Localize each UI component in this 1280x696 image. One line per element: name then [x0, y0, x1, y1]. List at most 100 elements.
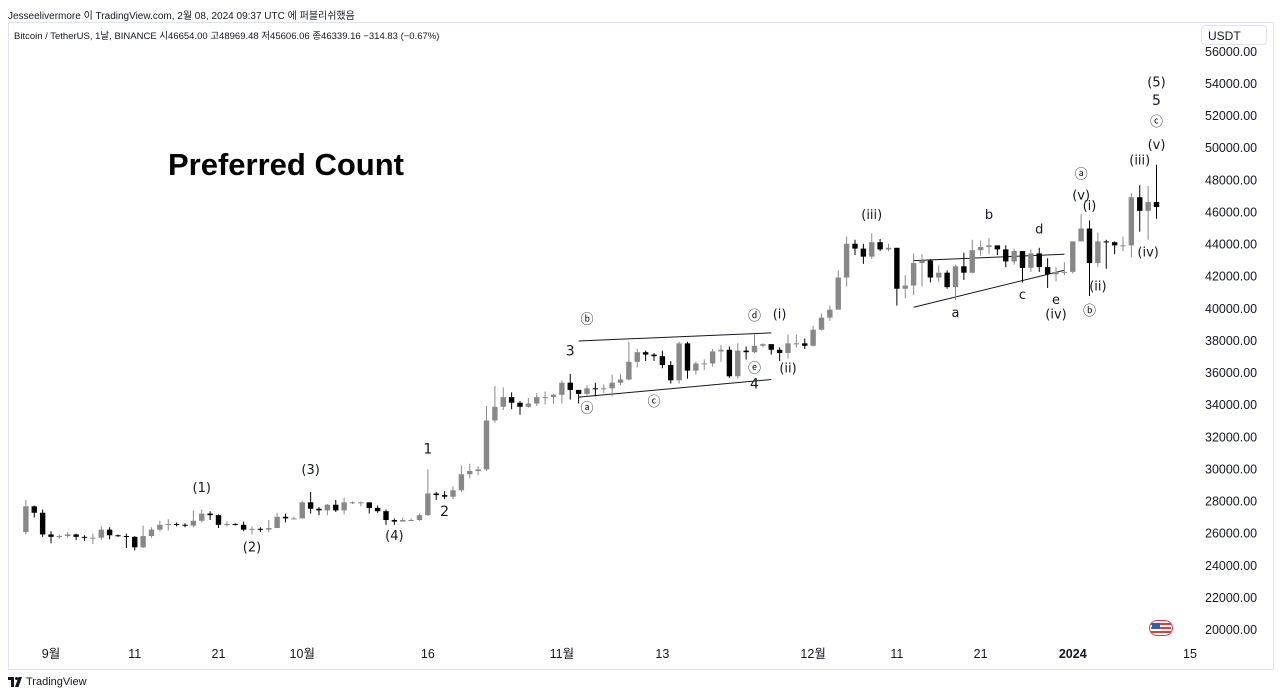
candle[interactable]	[534, 393, 540, 406]
candle[interactable]	[1137, 185, 1143, 232]
candle[interactable]	[450, 486, 456, 500]
us-flag-icon[interactable]	[1149, 620, 1173, 636]
chart-frame[interactable]	[8, 22, 1274, 670]
candle[interactable]	[165, 519, 171, 531]
candle[interactable]	[994, 245, 1001, 256]
candle[interactable]	[802, 338, 808, 349]
candle[interactable]	[341, 497, 347, 515]
candle[interactable]	[1103, 239, 1109, 269]
candle[interactable]	[224, 521, 230, 527]
candle[interactable]	[827, 305, 833, 321]
candle[interactable]	[48, 531, 54, 544]
candle[interactable]	[316, 507, 322, 516]
candle[interactable]	[349, 501, 356, 504]
candle[interactable]	[944, 270, 950, 289]
candle[interactable]	[709, 348, 716, 367]
candle[interactable]	[718, 344, 724, 362]
candle[interactable]	[1053, 267, 1059, 282]
candle[interactable]	[56, 534, 63, 539]
candle[interactable]	[936, 265, 942, 282]
candle[interactable]	[23, 499, 29, 535]
candle[interactable]	[910, 253, 917, 296]
candle[interactable]	[642, 350, 649, 362]
candle[interactable]	[668, 361, 674, 384]
candle[interactable]	[1070, 241, 1076, 274]
candle[interactable]	[441, 491, 448, 500]
candle[interactable]	[793, 334, 800, 348]
candle[interactable]	[609, 374, 615, 397]
candle[interactable]	[31, 505, 37, 518]
candle[interactable]	[123, 533, 130, 549]
candle[interactable]	[676, 341, 682, 384]
candle[interactable]	[190, 510, 197, 528]
candle[interactable]	[282, 513, 289, 523]
candle[interactable]	[299, 500, 305, 519]
candle[interactable]	[542, 391, 548, 405]
candle[interactable]	[257, 527, 264, 533]
candle[interactable]	[1044, 258, 1051, 288]
candle[interactable]	[65, 532, 71, 538]
candle[interactable]	[1145, 185, 1151, 240]
candle[interactable]	[416, 513, 423, 521]
candle[interactable]	[500, 387, 506, 410]
candle[interactable]	[1153, 164, 1160, 219]
candle[interactable]	[467, 463, 473, 479]
candle[interactable]	[701, 359, 707, 370]
candle[interactable]	[249, 526, 255, 535]
candle[interactable]	[969, 239, 975, 274]
candle[interactable]	[810, 325, 816, 347]
candle[interactable]	[307, 491, 314, 514]
candle[interactable]	[207, 511, 213, 520]
candle[interactable]	[475, 466, 481, 476]
candle[interactable]	[1086, 220, 1093, 296]
candle[interactable]	[90, 533, 96, 545]
candle[interactable]	[1036, 247, 1042, 272]
candle[interactable]	[333, 499, 339, 512]
candle[interactable]	[132, 536, 138, 551]
candle[interactable]	[1061, 262, 1068, 276]
candle[interactable]	[601, 384, 607, 394]
currency-selector[interactable]: USDT	[1201, 25, 1267, 45]
candle[interactable]	[952, 264, 959, 300]
candle[interactable]	[1120, 236, 1126, 252]
candle[interactable]	[81, 535, 88, 541]
candle[interactable]	[592, 382, 599, 397]
candle[interactable]	[869, 233, 875, 260]
candle[interactable]	[684, 341, 691, 379]
candle[interactable]	[483, 405, 490, 472]
candle[interactable]	[735, 343, 741, 379]
candle[interactable]	[768, 344, 774, 355]
trendline[interactable]	[578, 378, 772, 398]
candle[interactable]	[550, 393, 557, 404]
candle[interactable]	[1111, 241, 1118, 255]
candle[interactable]	[140, 525, 146, 549]
candle[interactable]	[182, 523, 188, 528]
candle[interactable]	[902, 275, 908, 299]
candle[interactable]	[39, 509, 46, 537]
candle[interactable]	[1128, 193, 1135, 258]
candle[interactable]	[919, 254, 925, 287]
candle[interactable]	[860, 243, 867, 264]
candle[interactable]	[408, 518, 414, 521]
candle[interactable]	[274, 512, 280, 529]
candle[interactable]	[559, 380, 565, 404]
candle[interactable]	[776, 347, 783, 362]
candle[interactable]	[1019, 251, 1026, 283]
candle[interactable]	[266, 519, 272, 533]
candle[interactable]	[626, 341, 632, 381]
candle[interactable]	[1078, 214, 1084, 242]
candle[interactable]	[425, 469, 431, 516]
candle[interactable]	[517, 401, 523, 415]
candle[interactable]	[115, 534, 121, 537]
candle[interactable]	[843, 236, 850, 287]
candle[interactable]	[383, 509, 389, 525]
candle[interactable]	[391, 518, 398, 525]
candle[interactable]	[73, 533, 79, 541]
candle[interactable]	[98, 526, 104, 541]
candle[interactable]	[726, 346, 733, 378]
candle[interactable]	[852, 239, 858, 256]
candle[interactable]	[894, 247, 900, 306]
candle[interactable]	[324, 503, 331, 516]
candle[interactable]	[400, 517, 406, 522]
candle[interactable]	[961, 252, 967, 280]
